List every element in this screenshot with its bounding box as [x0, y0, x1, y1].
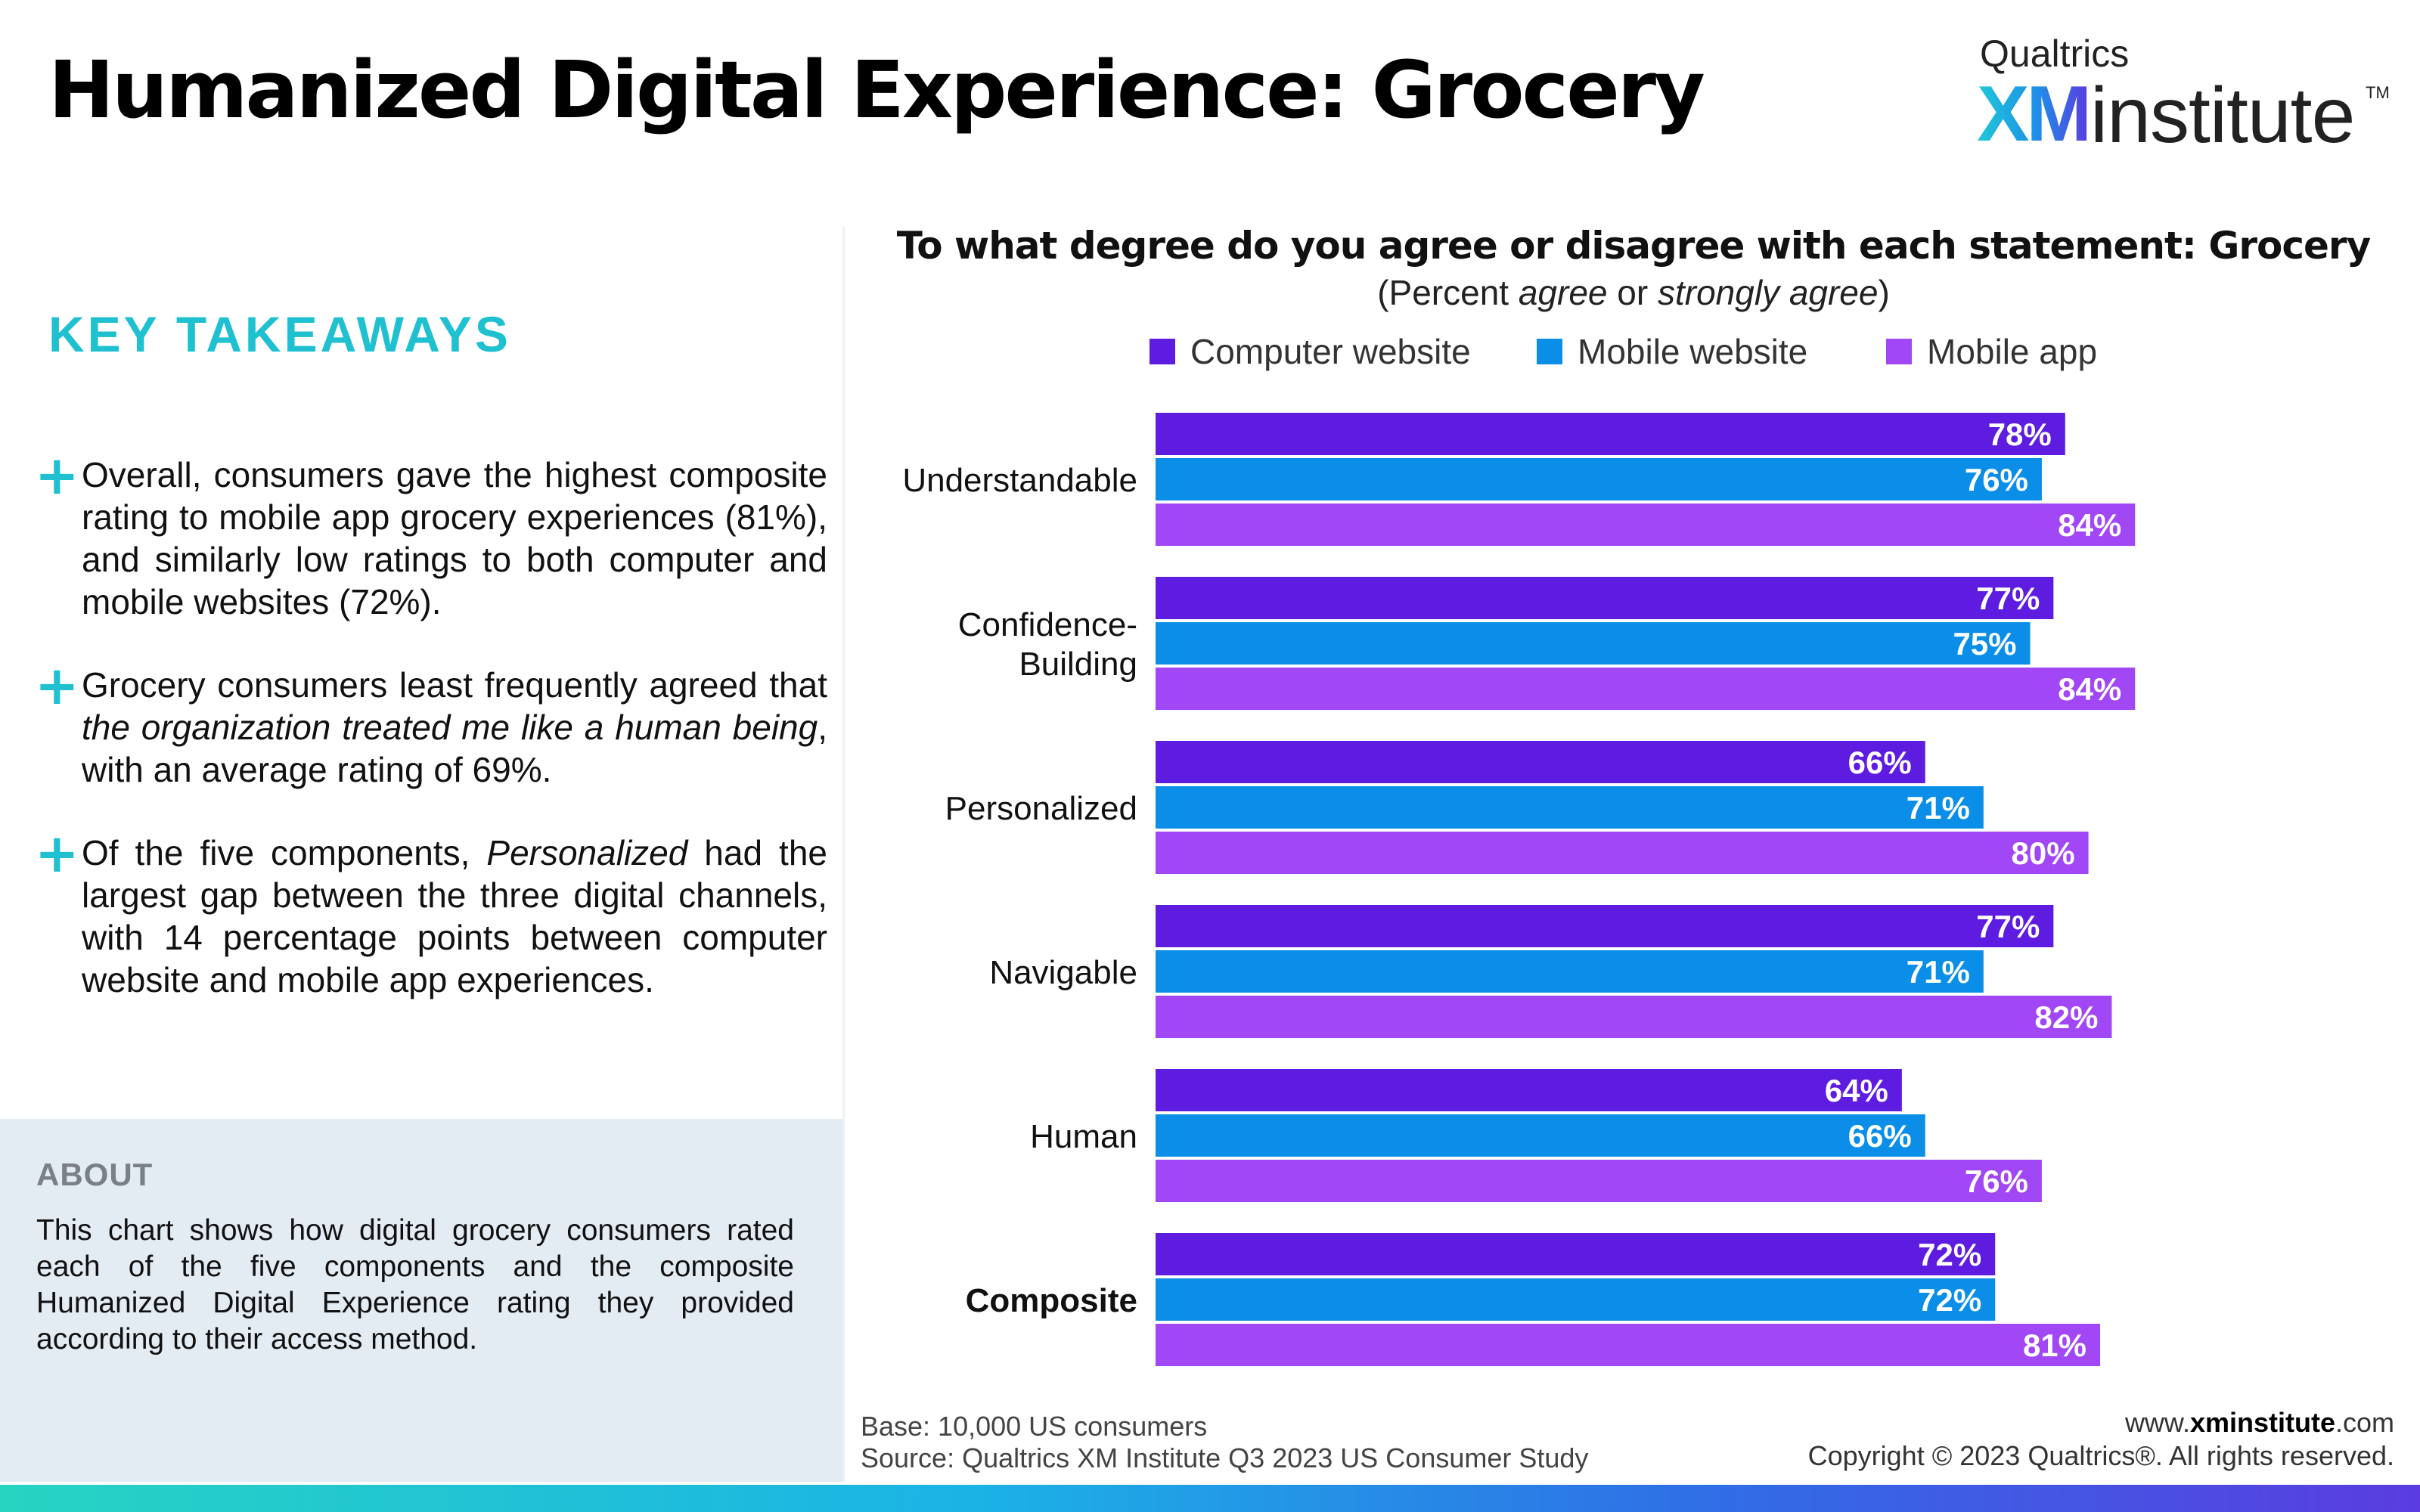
bar-value-label: 77% [1976, 909, 2040, 944]
bar-mobile-app [1156, 832, 2089, 874]
bar-mobile-website [1156, 1278, 1996, 1321]
bar-mobile-app [1156, 1324, 2101, 1366]
takeaway-text: Of the five components, Personalized had… [82, 833, 827, 999]
bar-value-label: 66% [1848, 1118, 1912, 1154]
bar-value-label: 76% [1965, 462, 2028, 497]
bar-mobile-app [1156, 1160, 2042, 1202]
bar-mobile-app [1156, 503, 2136, 546]
plus-icon: + [35, 823, 79, 885]
website-link[interactable]: www.xminstitute.com [1808, 1406, 2394, 1439]
url-prefix: www. [2124, 1407, 2190, 1438]
chart-title: To what degree do you agree or disagree … [896, 224, 2371, 268]
legend-swatch [1537, 339, 1562, 364]
legend-swatch [1886, 339, 1912, 364]
panel-divider [842, 227, 845, 1482]
bar-computer-website [1156, 577, 2054, 619]
bar-value-label: 71% [1907, 790, 1970, 826]
category-label: Confidence- [958, 606, 1137, 643]
chart-footnote: Base: 10,000 US consumers Source: Qualtr… [861, 1411, 1588, 1474]
copyright-text: Copyright © 2023 Qualtrics®. All rights … [1807, 1440, 2394, 1471]
url-suffix: .com [2335, 1407, 2394, 1438]
bar-value-label: 81% [2023, 1328, 2086, 1363]
bar-value-label: 78% [1988, 417, 2052, 452]
bar-value-label: 72% [1918, 1237, 1981, 1272]
bar-mobile-website [1156, 458, 2042, 500]
about-heading: ABOUT [36, 1157, 154, 1192]
bar-computer-website [1156, 905, 2054, 947]
bar-value-label: 80% [2012, 835, 2075, 871]
bar-mobile-website [1156, 622, 2031, 665]
url-domain: xminstitute [2189, 1407, 2335, 1438]
logo-institute-text: institute [2090, 72, 2355, 160]
category-label: Building [1019, 646, 1137, 683]
about-panel [0, 1119, 842, 1482]
source-note: Source: Qualtrics XM Institute Q3 2023 U… [861, 1442, 1589, 1473]
legend-label: Mobile website [1578, 332, 1808, 371]
category-label: Understandable [902, 462, 1137, 499]
legend-swatch [1150, 339, 1175, 364]
category-label: Navigable [989, 954, 1137, 991]
logo-brand-text: Qualtrics [1980, 33, 2130, 75]
legend-label: Mobile app [1927, 332, 2098, 371]
bar-value-label: 71% [1907, 954, 1970, 990]
key-takeaways-heading: KEY TAKEAWAYS [48, 306, 511, 362]
legend-label: Computer website [1190, 332, 1471, 371]
legend-item-computer-website: Computer website [1150, 331, 1471, 372]
bar-value-label: 84% [2058, 507, 2121, 543]
bar-mobile-app [1156, 668, 2136, 710]
bar-mobile-app [1156, 996, 2112, 1038]
bar-value-label: 75% [1953, 626, 2016, 662]
bar-value-label: 66% [1848, 745, 1912, 780]
base-note: Base: 10,000 US consumers [861, 1411, 1208, 1442]
xm-institute-logo: Qualtrics XM institute TM [1977, 30, 2390, 160]
bar-computer-website [1156, 1069, 1902, 1111]
bar-value-label: 64% [1825, 1073, 1888, 1108]
bar-mobile-website [1156, 950, 1984, 993]
bar-computer-website [1156, 413, 2065, 455]
bar-computer-website [1156, 741, 1925, 783]
bar-value-label: 77% [1976, 581, 2040, 616]
logo-xm-text: XM [1977, 70, 2092, 158]
legend-item-mobile-app: Mobile app [1886, 331, 2097, 372]
page-title: Humanized Digital Experience: Grocery [48, 44, 1705, 136]
logo-trademark: TM [2366, 83, 2390, 102]
category-label: Human [1030, 1118, 1137, 1155]
plus-icon: + [35, 445, 79, 507]
legend-item-mobile-website: Mobile website [1537, 331, 1807, 372]
bar-value-label: 82% [2034, 999, 2098, 1035]
bottom-gradient-strip [0, 1485, 2420, 1512]
plus-icon: + [35, 655, 79, 717]
category-label: Composite [966, 1282, 1137, 1319]
bar-mobile-website [1156, 1114, 1925, 1157]
chart-subtitle: (Percent agree or strongly agree) [1377, 273, 1890, 312]
footer-right: www.xminstitute.com Copyright © 2023 Qua… [1808, 1406, 2394, 1473]
takeaway-text: Grocery consumers least frequently agree… [82, 665, 827, 789]
bar-computer-website [1156, 1233, 1996, 1275]
bar-mobile-website [1156, 786, 1984, 829]
bar-value-label: 72% [1918, 1282, 1981, 1318]
about-text: This chart shows how digital grocery con… [36, 1214, 794, 1356]
bar-value-label: 84% [2058, 671, 2121, 707]
category-label: Personalized [945, 790, 1137, 827]
bar-value-label: 76% [1965, 1163, 2028, 1199]
takeaway-text: Overall, consumers gave the highest comp… [82, 455, 827, 621]
